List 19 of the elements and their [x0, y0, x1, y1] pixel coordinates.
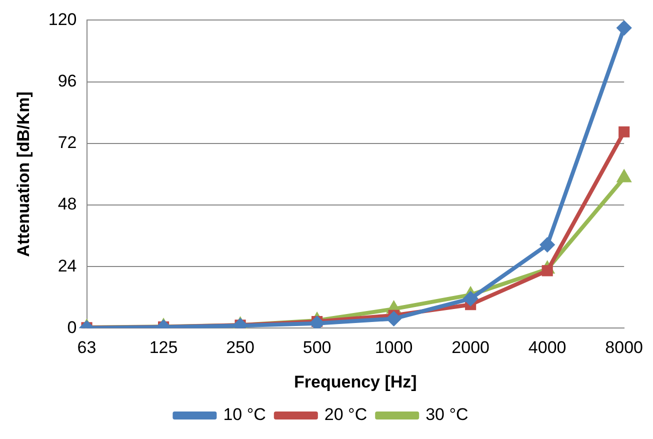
y-tick-label: 48 — [58, 194, 77, 214]
x-tick-label: 8000 — [605, 338, 644, 358]
x-tick-label: 63 — [77, 338, 96, 358]
legend-label: 20 °C — [324, 405, 368, 424]
y-tick-label: 120 — [48, 10, 77, 29]
x-axis-title: Frequency [Hz] — [294, 372, 417, 392]
x-tick-label: 1000 — [374, 338, 413, 358]
x-tick-label: 250 — [226, 338, 254, 358]
x-tick-label: 4000 — [528, 338, 566, 358]
legend-label: 30 °C — [426, 405, 468, 424]
legend-label: 10 °C — [223, 405, 266, 424]
y-axis-title: Attenuation [dB/Km] — [14, 92, 33, 257]
y-tick-label: 96 — [58, 71, 77, 90]
y-tick-label: 24 — [58, 256, 77, 276]
y-tick-label: 0 — [67, 318, 77, 337]
x-tick-label: 2000 — [452, 338, 490, 358]
x-tick-label: 125 — [149, 338, 178, 358]
y-tick-label: 72 — [58, 133, 77, 152]
x-tick-label: 500 — [302, 338, 332, 358]
